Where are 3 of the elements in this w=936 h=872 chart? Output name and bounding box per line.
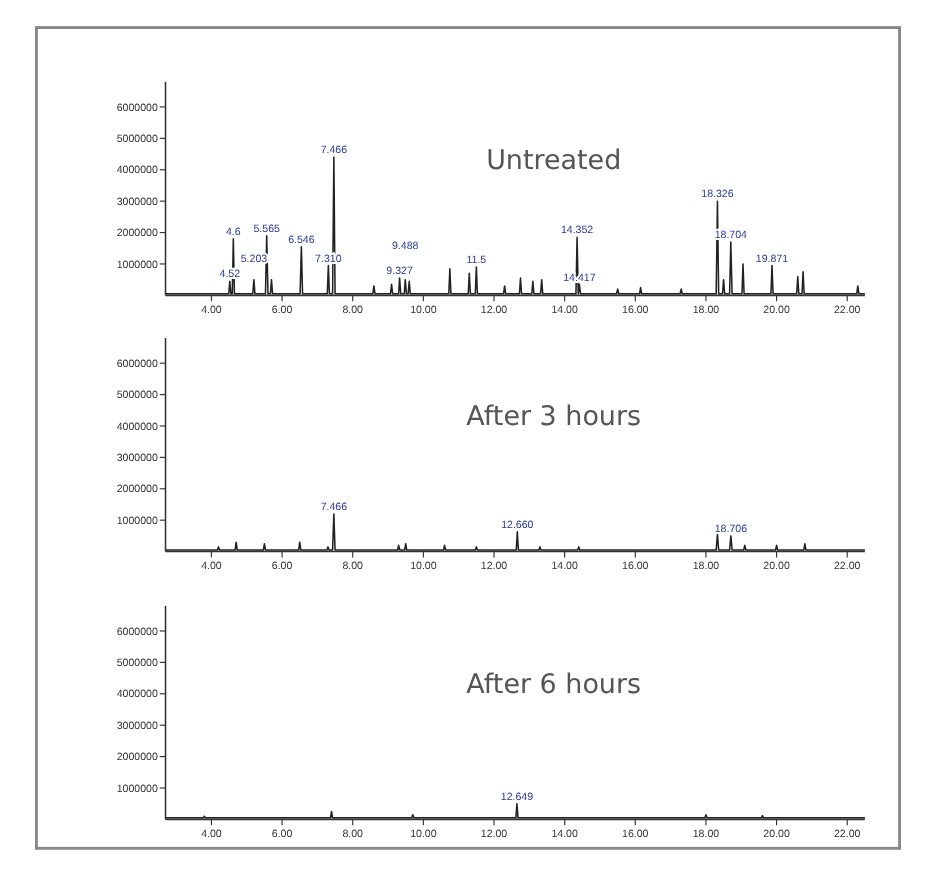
text: Untreated — [486, 144, 622, 177]
text: After 6 hours — [466, 668, 642, 701]
text: After 3 hours — [466, 400, 642, 433]
